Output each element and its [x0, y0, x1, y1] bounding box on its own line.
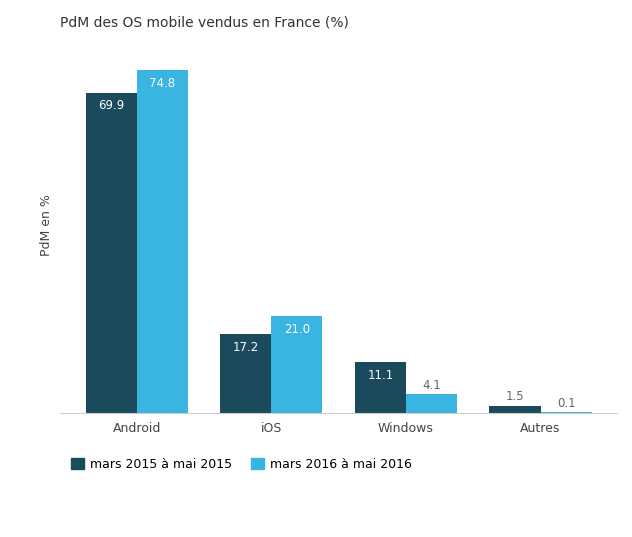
Bar: [220, 334, 271, 412]
Text: 69.9: 69.9: [98, 99, 125, 112]
Bar: [355, 362, 406, 412]
Text: 17.2: 17.2: [233, 340, 259, 354]
Bar: [489, 406, 540, 412]
Bar: [85, 92, 137, 412]
Bar: [271, 316, 322, 412]
Bar: [137, 70, 188, 412]
Y-axis label: PdM en %: PdM en %: [40, 194, 53, 256]
Text: 4.1: 4.1: [422, 379, 441, 391]
Text: 1.5: 1.5: [506, 390, 525, 403]
Text: 74.8: 74.8: [149, 77, 175, 90]
Text: 0.1: 0.1: [557, 397, 575, 410]
Text: 21.0: 21.0: [284, 323, 310, 336]
Legend: mars 2015 à mai 2015, mars 2016 à mai 2016: mars 2015 à mai 2015, mars 2016 à mai 20…: [66, 453, 416, 476]
Text: 11.1: 11.1: [367, 368, 394, 382]
Text: PdM des OS mobile vendus en France (%): PdM des OS mobile vendus en France (%): [60, 15, 349, 29]
Bar: [406, 394, 457, 412]
